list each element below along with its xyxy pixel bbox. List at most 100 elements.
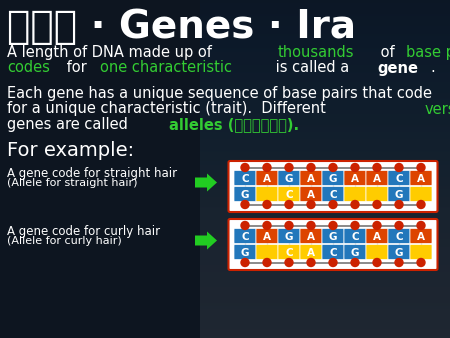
- Text: thousands: thousands: [277, 45, 354, 60]
- FancyBboxPatch shape: [344, 244, 366, 260]
- Text: for a unique characteristic (trait).  Different: for a unique characteristic (trait). Dif…: [7, 101, 330, 117]
- FancyBboxPatch shape: [300, 170, 322, 186]
- Text: G: G: [395, 190, 403, 199]
- FancyBboxPatch shape: [344, 187, 366, 201]
- FancyBboxPatch shape: [410, 228, 432, 243]
- Text: alleles (อัลลีล).: alleles (อัลลีล).: [169, 117, 299, 132]
- Circle shape: [417, 164, 425, 171]
- FancyBboxPatch shape: [410, 187, 432, 201]
- FancyBboxPatch shape: [322, 187, 344, 201]
- FancyBboxPatch shape: [234, 170, 256, 186]
- Circle shape: [285, 259, 293, 266]
- Circle shape: [329, 221, 337, 230]
- Text: (Allele for curly hair): (Allele for curly hair): [7, 237, 122, 246]
- Text: G: G: [329, 232, 337, 241]
- Text: C: C: [351, 232, 359, 241]
- Circle shape: [329, 259, 337, 266]
- FancyBboxPatch shape: [256, 228, 278, 243]
- Circle shape: [241, 221, 249, 230]
- Circle shape: [351, 259, 359, 266]
- FancyBboxPatch shape: [344, 228, 366, 243]
- Text: of: of: [376, 45, 399, 60]
- Circle shape: [263, 259, 271, 266]
- Text: C: C: [285, 247, 293, 258]
- FancyBboxPatch shape: [366, 187, 388, 201]
- Circle shape: [395, 200, 403, 209]
- Text: A length of DNA made up of: A length of DNA made up of: [7, 45, 216, 60]
- Circle shape: [329, 164, 337, 171]
- FancyBboxPatch shape: [234, 187, 256, 201]
- Text: For example:: For example:: [7, 141, 134, 160]
- Circle shape: [263, 200, 271, 209]
- FancyBboxPatch shape: [322, 170, 344, 186]
- Circle shape: [373, 221, 381, 230]
- Circle shape: [351, 221, 359, 230]
- Text: ยีน · Genes · Ira: ยีน · Genes · Ira: [7, 8, 356, 46]
- FancyBboxPatch shape: [410, 244, 432, 260]
- Circle shape: [395, 164, 403, 171]
- Text: A: A: [417, 173, 425, 184]
- FancyBboxPatch shape: [300, 228, 322, 243]
- Circle shape: [373, 259, 381, 266]
- FancyBboxPatch shape: [410, 170, 432, 186]
- Text: is called a: is called a: [270, 61, 353, 75]
- Text: .: .: [430, 61, 435, 75]
- FancyBboxPatch shape: [300, 187, 322, 201]
- Text: A: A: [307, 173, 315, 184]
- Text: one characteristic: one characteristic: [100, 61, 232, 75]
- FancyBboxPatch shape: [366, 170, 388, 186]
- Text: versions: versions: [424, 101, 450, 117]
- Text: G: G: [395, 247, 403, 258]
- Text: C: C: [395, 173, 403, 184]
- Text: A: A: [351, 173, 359, 184]
- Circle shape: [395, 221, 403, 230]
- Text: A: A: [307, 190, 315, 199]
- Circle shape: [351, 200, 359, 209]
- Text: A: A: [373, 173, 381, 184]
- Text: G: G: [241, 190, 249, 199]
- Circle shape: [329, 200, 337, 209]
- Text: (Allele for straight hair): (Allele for straight hair): [7, 178, 138, 189]
- Circle shape: [263, 221, 271, 230]
- Circle shape: [395, 259, 403, 266]
- FancyBboxPatch shape: [278, 228, 300, 243]
- Circle shape: [241, 164, 249, 171]
- FancyBboxPatch shape: [256, 244, 278, 260]
- Circle shape: [307, 221, 315, 230]
- FancyBboxPatch shape: [388, 187, 410, 201]
- Text: gene: gene: [378, 61, 419, 75]
- FancyBboxPatch shape: [366, 228, 388, 243]
- Text: C: C: [395, 232, 403, 241]
- Text: G: G: [329, 173, 337, 184]
- Text: codes: codes: [7, 61, 50, 75]
- FancyBboxPatch shape: [256, 170, 278, 186]
- Text: C: C: [329, 247, 337, 258]
- FancyBboxPatch shape: [388, 244, 410, 260]
- Text: for: for: [62, 61, 92, 75]
- Text: base pairs: base pairs: [406, 45, 450, 60]
- Text: A: A: [263, 173, 271, 184]
- Circle shape: [285, 164, 293, 171]
- Circle shape: [307, 259, 315, 266]
- FancyBboxPatch shape: [256, 187, 278, 201]
- FancyBboxPatch shape: [278, 170, 300, 186]
- Circle shape: [417, 259, 425, 266]
- Polygon shape: [195, 232, 217, 249]
- Text: Each gene has a unique sequence of base pairs that code: Each gene has a unique sequence of base …: [7, 86, 432, 101]
- Text: A: A: [417, 232, 425, 241]
- Circle shape: [241, 200, 249, 209]
- FancyBboxPatch shape: [322, 244, 344, 260]
- FancyBboxPatch shape: [344, 170, 366, 186]
- FancyBboxPatch shape: [234, 244, 256, 260]
- Polygon shape: [195, 173, 217, 192]
- FancyBboxPatch shape: [388, 170, 410, 186]
- Circle shape: [417, 221, 425, 230]
- FancyBboxPatch shape: [366, 244, 388, 260]
- Circle shape: [307, 200, 315, 209]
- Circle shape: [285, 200, 293, 209]
- Circle shape: [285, 221, 293, 230]
- FancyBboxPatch shape: [322, 228, 344, 243]
- Circle shape: [417, 200, 425, 209]
- Text: C: C: [285, 190, 293, 199]
- Circle shape: [373, 164, 381, 171]
